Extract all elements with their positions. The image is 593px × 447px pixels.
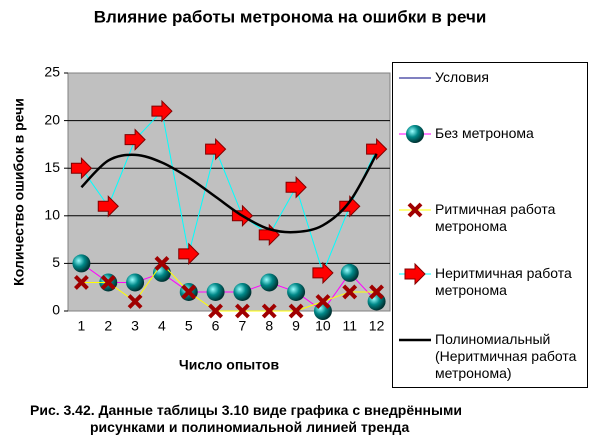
x-tick-label: 9 bbox=[292, 318, 300, 334]
marker bbox=[287, 282, 306, 301]
x-tick-label: 7 bbox=[239, 318, 247, 334]
marker bbox=[154, 255, 170, 271]
marker bbox=[285, 176, 307, 199]
legend-key bbox=[399, 125, 431, 143]
y-axis-label: Количество ошибок в речи bbox=[11, 98, 27, 286]
legend-key bbox=[399, 77, 431, 79]
marker bbox=[404, 262, 426, 286]
legend-label: Полиномиальный (Неритмичная работа метро… bbox=[435, 331, 577, 381]
marker bbox=[100, 275, 116, 290]
y-tick-label: 15 bbox=[44, 159, 60, 175]
x-tick-label: 8 bbox=[265, 318, 273, 334]
marker bbox=[70, 156, 93, 180]
legend-entry: Ритмичная работа метронома bbox=[393, 195, 589, 245]
marker bbox=[288, 303, 304, 319]
marker-stroke bbox=[261, 303, 277, 319]
legend-label: Неритмичная работа метронома bbox=[435, 265, 572, 298]
marker-stroke bbox=[288, 303, 304, 319]
marker-stroke bbox=[127, 294, 143, 309]
x-tick-label: 1 bbox=[78, 318, 86, 334]
y-tick-label: 20 bbox=[44, 111, 60, 127]
marker bbox=[233, 282, 252, 301]
plot-area bbox=[67, 72, 391, 312]
legend-label: Условия bbox=[435, 69, 489, 85]
legend-key bbox=[399, 262, 431, 286]
x-tick-label: 4 bbox=[158, 318, 166, 334]
x-tick-label: 6 bbox=[212, 318, 220, 334]
x-tick-label: 11 bbox=[342, 318, 357, 334]
x-tick-label: 12 bbox=[369, 318, 385, 334]
marker-stroke bbox=[181, 284, 197, 300]
caption-line: рисунками и полиномиальной линией тренда bbox=[90, 419, 410, 435]
marker bbox=[205, 137, 227, 161]
legend-entry: Без метронома bbox=[393, 119, 589, 169]
marker bbox=[151, 99, 173, 123]
legend-key bbox=[399, 338, 431, 342]
marker bbox=[312, 261, 334, 285]
marker bbox=[367, 292, 386, 311]
marker-stroke bbox=[342, 284, 358, 300]
marker bbox=[406, 125, 424, 143]
marker bbox=[124, 128, 146, 151]
x-tick-label: 10 bbox=[315, 318, 331, 334]
marker bbox=[126, 273, 145, 292]
marker-stroke bbox=[74, 275, 89, 290]
marker bbox=[181, 284, 197, 300]
y-tick-label: 0 bbox=[52, 302, 60, 318]
marker bbox=[369, 284, 384, 300]
marker bbox=[206, 282, 225, 301]
marker bbox=[72, 254, 91, 273]
marker bbox=[340, 263, 359, 282]
marker bbox=[261, 303, 277, 319]
marker bbox=[260, 273, 279, 292]
marker-stroke bbox=[369, 284, 384, 300]
marker-stroke bbox=[315, 294, 331, 309]
y-tick-label: 10 bbox=[44, 207, 60, 223]
series-line bbox=[81, 110, 378, 275]
marker bbox=[235, 303, 250, 319]
marker-stroke bbox=[154, 255, 170, 271]
marker bbox=[127, 294, 143, 309]
legend-key bbox=[399, 202, 431, 218]
chart-title: Влияние работы метронома на ошибки в реч… bbox=[94, 7, 487, 26]
marker bbox=[366, 137, 388, 161]
y-tick-label: 25 bbox=[44, 64, 60, 80]
y-tick-label: 5 bbox=[52, 254, 60, 270]
marker bbox=[208, 303, 223, 319]
caption: Рис. 3.42. Данные таблицы 3.10 виде граф… bbox=[30, 402, 590, 436]
trend-line bbox=[80, 153, 378, 234]
marker bbox=[178, 242, 200, 266]
x-tick-label: 3 bbox=[131, 318, 139, 334]
marker-stroke bbox=[100, 275, 116, 290]
marker-stroke bbox=[235, 303, 250, 319]
marker-stroke bbox=[407, 202, 423, 218]
marker bbox=[342, 284, 358, 300]
legend: Условия Без метронома Ритмичная работа мет… bbox=[392, 62, 588, 388]
marker bbox=[97, 195, 119, 218]
legend-entry: Условия bbox=[393, 63, 589, 113]
marker bbox=[313, 302, 332, 320]
legend-label: Ритмичная работа метронома bbox=[435, 201, 556, 234]
caption-line: Рис. 3.42. Данные таблицы 3.10 виде граф… bbox=[30, 402, 462, 418]
x-tick-label: 5 bbox=[185, 318, 193, 334]
legend-entry: Неритмичная работа метронома bbox=[393, 259, 589, 309]
marker bbox=[407, 202, 423, 218]
legend-entry: Полиномиальный (Неритмичная работа метро… bbox=[393, 325, 589, 381]
x-tick-label: 2 bbox=[104, 318, 112, 334]
marker bbox=[315, 294, 331, 309]
marker-stroke bbox=[208, 303, 223, 319]
marker bbox=[74, 275, 89, 290]
legend-label: Без метронома bbox=[435, 125, 534, 141]
x-axis-label: Число опытов bbox=[179, 357, 280, 373]
